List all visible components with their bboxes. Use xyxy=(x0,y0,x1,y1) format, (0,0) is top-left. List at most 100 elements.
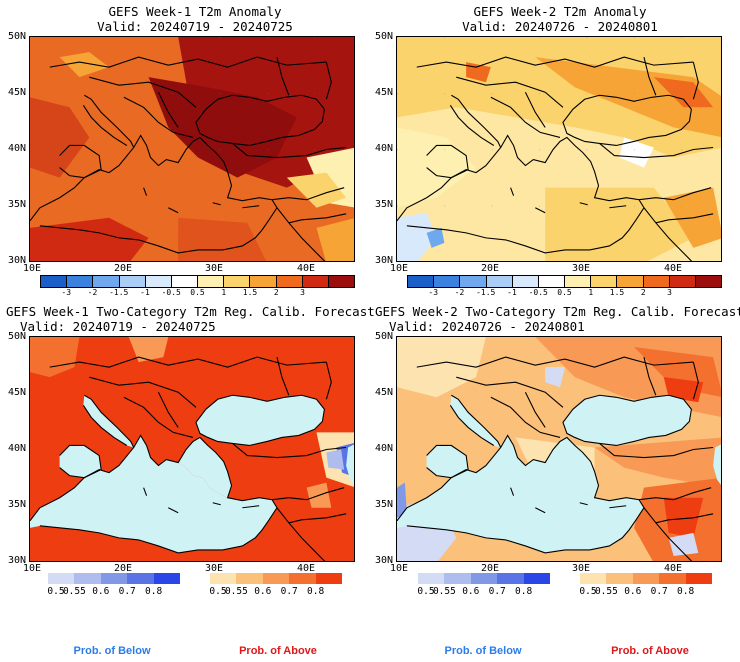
colorbar-swatch xyxy=(67,276,94,287)
lon-label: 10E xyxy=(389,563,409,574)
colorbar-swatch xyxy=(486,276,513,287)
panel2-anomaly-colorbar xyxy=(407,275,722,288)
lon-label: 30E xyxy=(204,263,224,274)
lon-label: 10E xyxy=(22,263,42,274)
colorbar-swatch xyxy=(48,573,75,584)
colorbar-swatch xyxy=(145,276,172,287)
panel4-map xyxy=(396,336,722,562)
colorbar-swatch xyxy=(606,573,633,584)
lon-label: 20E xyxy=(480,563,500,574)
colorbar-tick-label: 3 xyxy=(300,288,305,297)
lon-label: 40E xyxy=(296,263,316,274)
lat-label: 50N xyxy=(7,31,26,42)
lon-label: 10E xyxy=(22,563,42,574)
colorbar-swatch xyxy=(41,276,68,287)
colorbar-tick-label: 1 xyxy=(221,288,227,297)
prob-tick-label: 0.7 xyxy=(488,586,506,597)
colorbar-swatch xyxy=(93,276,120,287)
lon-label: 30E xyxy=(571,563,591,574)
lat-label: 35N xyxy=(7,199,26,210)
panel3-map xyxy=(29,336,355,562)
colorbar-swatch xyxy=(250,276,277,287)
colorbar-swatch xyxy=(685,573,713,584)
lon-label: 10E xyxy=(389,263,409,274)
colorbar-swatch xyxy=(538,276,566,287)
colorbar-swatch xyxy=(523,573,551,584)
colorbar-swatch xyxy=(444,573,471,584)
colorbar-swatch xyxy=(119,276,146,287)
lon-label: 30E xyxy=(204,563,224,574)
prob-above-label: Prob. of Above xyxy=(239,645,317,657)
panel4-title-valid: Valid: 20240726 - 20240801 xyxy=(389,319,585,334)
lat-label: 30N xyxy=(374,555,393,566)
panel2-title-main: GEFS Week-2 T2m Anomaly xyxy=(473,4,647,19)
panel3-below-colorbar xyxy=(48,573,181,584)
colorbar-swatch xyxy=(497,573,524,584)
prob-tick-label: 0.55 xyxy=(594,586,618,597)
lat-label: 30N xyxy=(7,555,26,566)
colorbar-swatch xyxy=(617,276,644,287)
lon-label: 40E xyxy=(663,263,683,274)
lat-label: 50N xyxy=(374,31,393,42)
prob-tick-label: 0.7 xyxy=(280,586,298,597)
colorbar-tick-label: 2 xyxy=(273,288,279,297)
lat-label: 35N xyxy=(374,499,393,510)
colorbar-swatch xyxy=(74,573,101,584)
panel1-map xyxy=(29,36,355,262)
colorbar-swatch xyxy=(434,276,461,287)
prob-tick-label: 0.8 xyxy=(677,586,695,597)
lat-label: 45N xyxy=(374,87,393,98)
colorbar-swatch xyxy=(100,573,128,584)
colorbar-swatch xyxy=(236,573,263,584)
colorbar-swatch xyxy=(418,573,445,584)
colorbar-tick-label: -3 xyxy=(428,288,439,297)
colorbar-swatch xyxy=(512,276,539,287)
lat-label: 45N xyxy=(7,387,26,398)
colorbar-swatch xyxy=(470,573,498,584)
panel2-title-valid: Valid: 20240726 - 20240801 xyxy=(462,19,658,34)
prob-below-label: Prob. of Below xyxy=(73,645,151,657)
colorbar-tick-label: 1 xyxy=(588,288,594,297)
panel2-title: GEFS Week-2 T2m Anomaly Valid: 20240726 … xyxy=(405,4,715,34)
colorbar-swatch xyxy=(198,276,225,287)
lon-label: 20E xyxy=(113,563,133,574)
colorbar-swatch xyxy=(632,573,660,584)
colorbar-tick-label: -1 xyxy=(140,288,150,297)
lon-label: 30E xyxy=(571,263,591,274)
colorbar-swatch xyxy=(580,573,607,584)
prob-tick-label: 0.7 xyxy=(650,586,668,597)
lat-label: 45N xyxy=(374,387,393,398)
colorbar-swatch xyxy=(302,276,329,287)
colorbar-swatch xyxy=(210,573,237,584)
colorbar-tick-label: 2 xyxy=(640,288,646,297)
prob-tick-label: 0.5 xyxy=(209,586,227,597)
colorbar-tick-label: 0.5 xyxy=(190,288,205,297)
prob-below-label: Prob. of Below xyxy=(444,645,522,657)
colorbar-tick-label: 1.5 xyxy=(609,288,625,297)
colorbar-swatch xyxy=(315,573,343,584)
prob-tick-label: 0.7 xyxy=(118,586,136,597)
colorbar-swatch xyxy=(262,573,290,584)
prob-tick-label: 0.5 xyxy=(579,586,597,597)
lat-label: 50N xyxy=(374,331,393,342)
colorbar-swatch xyxy=(565,276,592,287)
prob-tick-label: 0.6 xyxy=(462,586,480,597)
prob-tick-label: 0.5 xyxy=(47,586,65,597)
lat-label: 30N xyxy=(374,255,393,266)
lat-label: 35N xyxy=(7,499,26,510)
panel4-title: GEFS Week-2 Two-Category T2m Reg. Calib.… xyxy=(375,304,740,334)
panel1-title: GEFS Week-1 T2m Anomaly Valid: 20240719 … xyxy=(40,4,350,34)
panel3-above-colorbar xyxy=(210,573,343,584)
colorbar-swatch xyxy=(695,276,722,287)
panel1-anomaly-colorbar xyxy=(40,275,355,288)
prob-tick-label: 0.55 xyxy=(62,586,86,597)
colorbar-swatch xyxy=(669,276,696,287)
colorbar-tick-label: -3 xyxy=(61,288,72,297)
colorbar-tick-label: -0.5 xyxy=(161,288,181,297)
panel4-above-colorbar xyxy=(580,573,713,584)
colorbar-swatch xyxy=(127,573,154,584)
panel4-title-main: GEFS Week-2 Two-Category T2m Reg. Calib.… xyxy=(375,304,740,319)
prob-above-label: Prob. of Above xyxy=(611,645,689,657)
prob-tick-label: 0.6 xyxy=(254,586,272,597)
panel4-below-colorbar xyxy=(418,573,551,584)
